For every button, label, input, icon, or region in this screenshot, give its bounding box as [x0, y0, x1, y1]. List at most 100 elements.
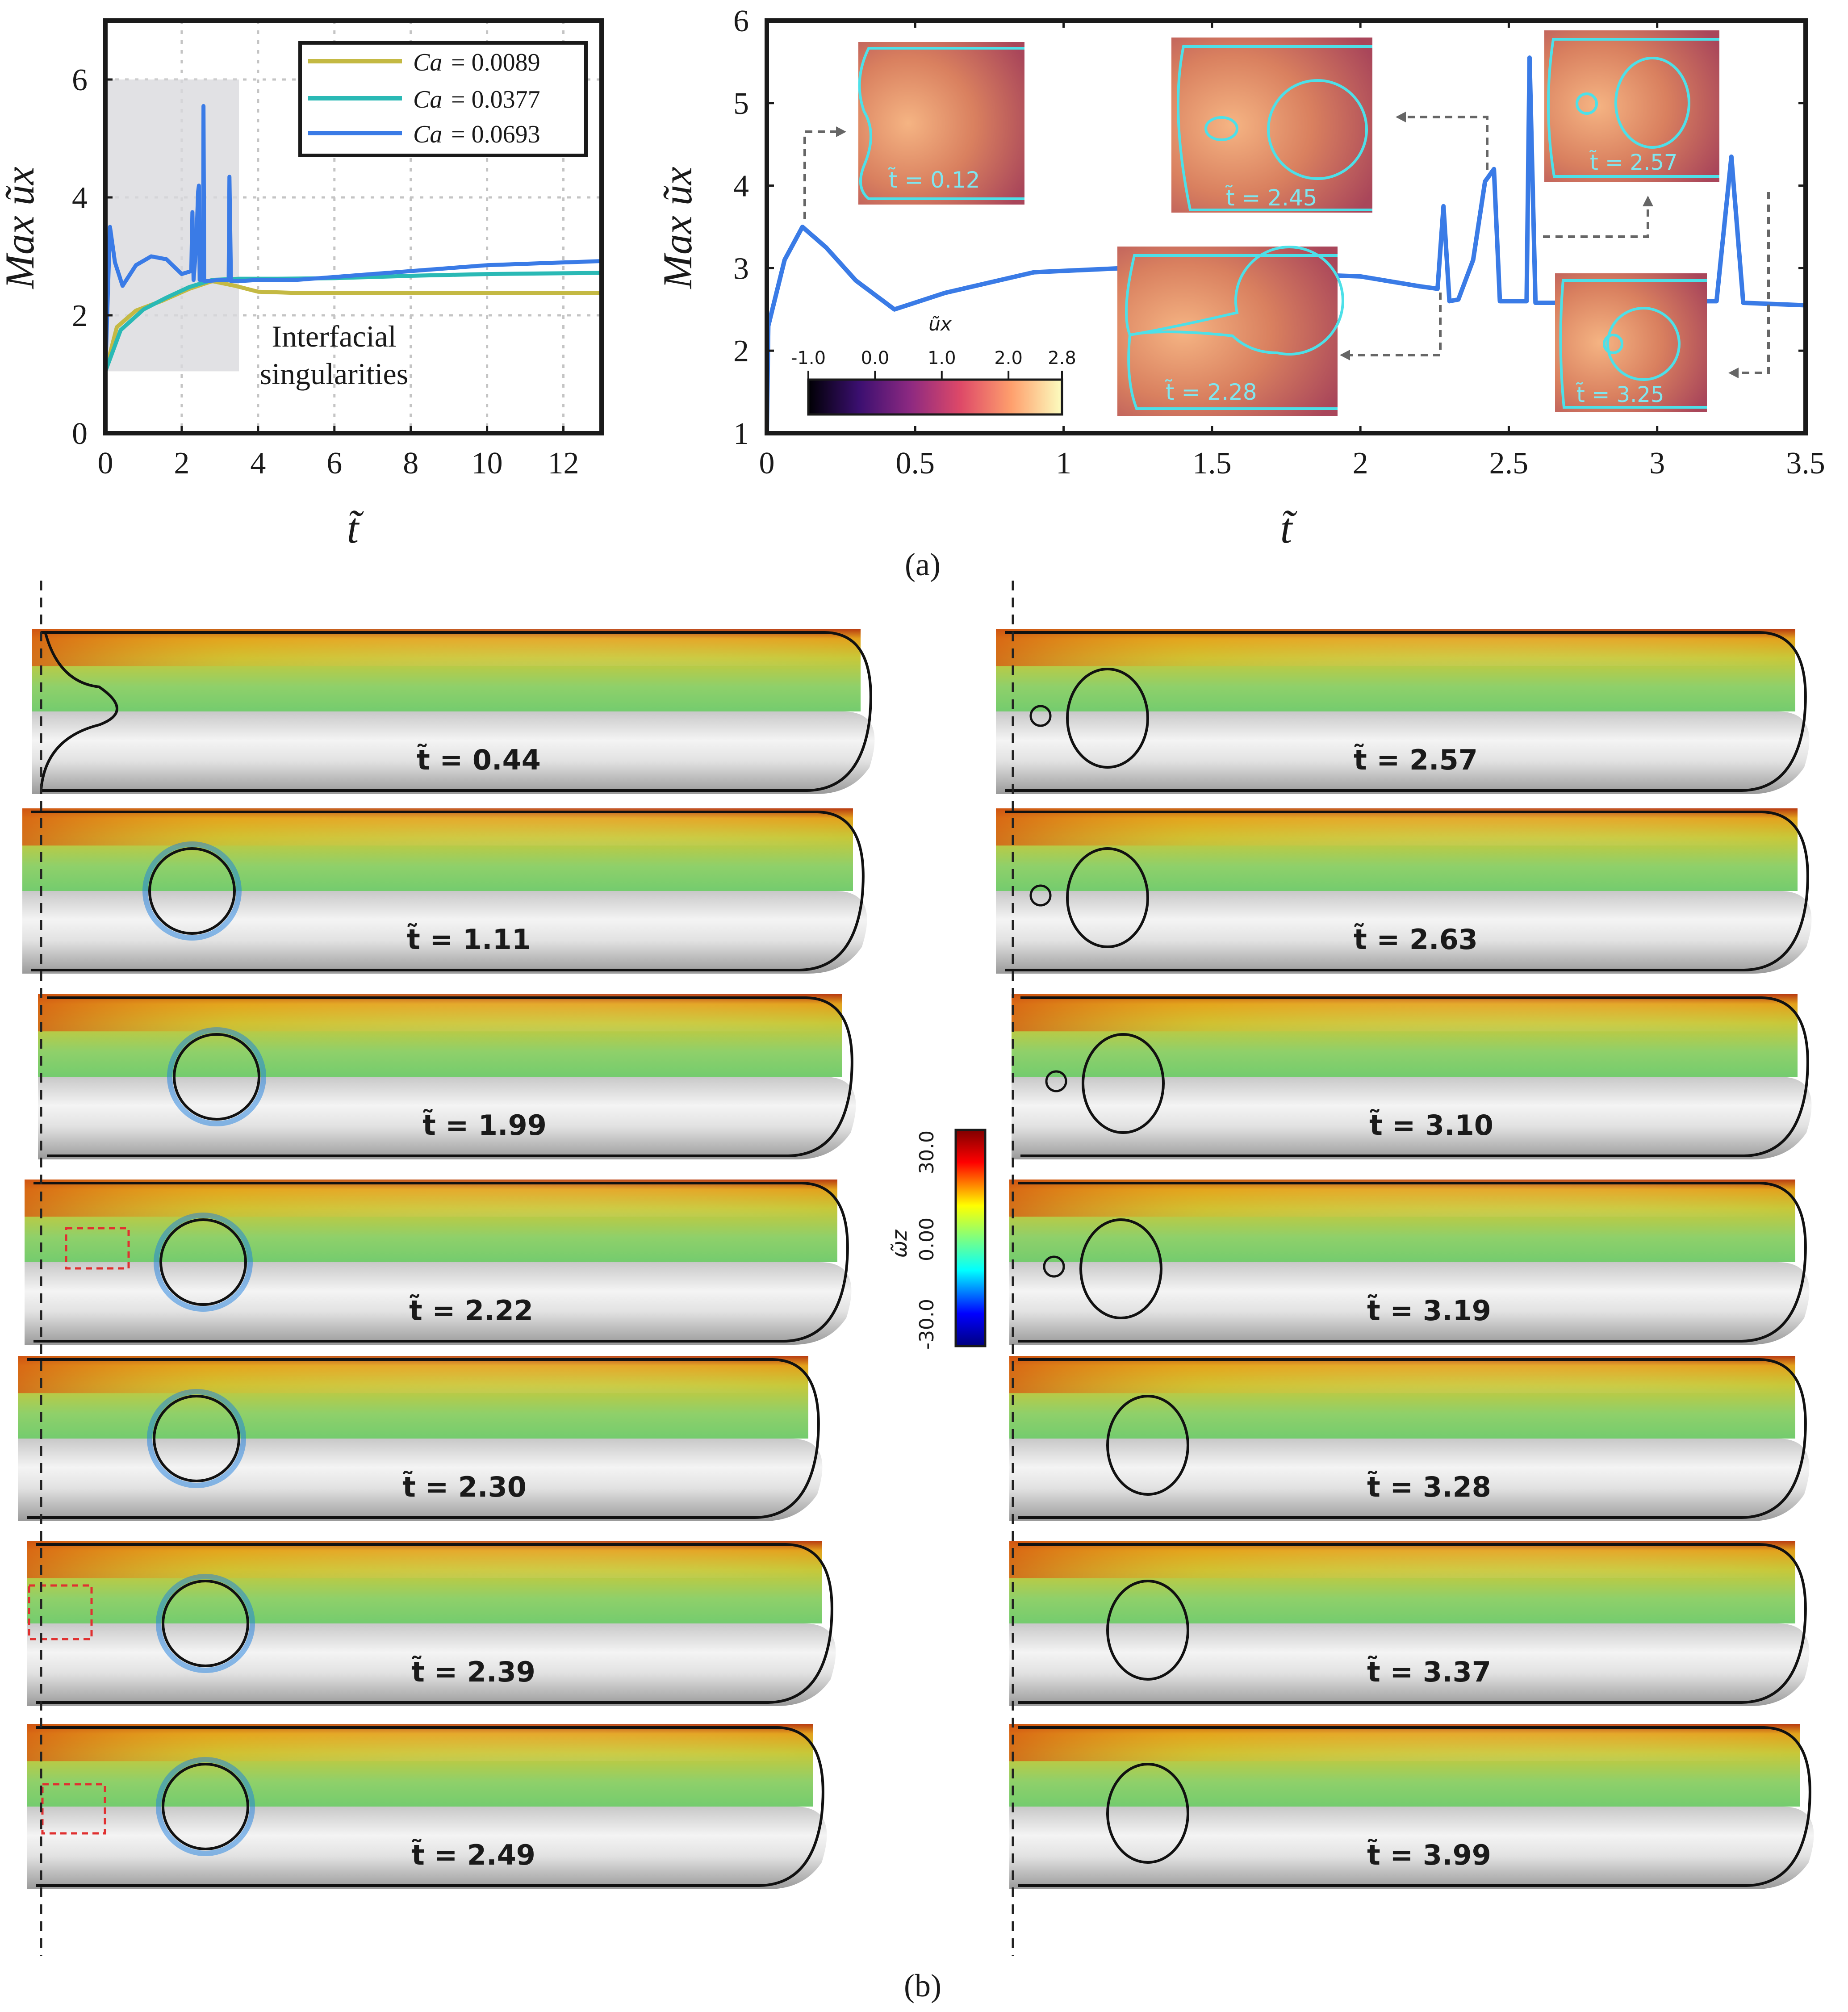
vorticity-shear — [27, 1724, 813, 1761]
legend-ca-1: Ca — [413, 49, 442, 76]
vorticity-shear — [996, 629, 1795, 666]
bubble-outline — [148, 847, 236, 935]
bubble-outline — [162, 1580, 249, 1667]
bubble-outline — [1066, 847, 1149, 948]
interface-outline — [1018, 1726, 1811, 1887]
plot-frame — [103, 18, 604, 435]
highlight-box — [28, 1584, 93, 1640]
taylor-bubble-3d — [1009, 1439, 1810, 1521]
vorticity-shear — [996, 808, 1798, 846]
snapshot-time-label: t̃ = 2.39 — [411, 1656, 535, 1688]
satellite-bubble — [1043, 1255, 1065, 1278]
colorbar-tick-mid: 0.00 — [916, 1217, 938, 1261]
interface-curve — [858, 47, 1024, 200]
satellite-bubble — [1204, 116, 1238, 141]
taylor-bubble-3d — [38, 1077, 856, 1159]
y-tick-label: 4 — [72, 181, 88, 215]
snapshot-time-label: t̃ = 1.11 — [407, 923, 531, 956]
chart-a-right: 0 0.5 1 1.5 2 2.5 3 3.5 1 2 3 4 5 6 Max ũx t̃ t̃ = 0… — [655, 4, 1825, 552]
inset-label: t̃ = 2.57 — [1589, 150, 1678, 175]
y-tick-label: 4 — [733, 169, 749, 204]
colorbar-tick-label: 2.8 — [1048, 348, 1076, 368]
snapshot-time-label: t̃ = 2.63 — [1354, 923, 1478, 956]
bubble-outline — [1066, 668, 1149, 769]
arrowhead — [836, 126, 846, 137]
y-axis-label: Max ũx — [655, 167, 700, 289]
snapshot-time-label: t̃ = 0.44 — [417, 744, 541, 776]
x-tick-label: 4 — [250, 446, 266, 481]
taylor-bubble-3d — [996, 711, 1810, 794]
vortex-ring — [167, 1027, 266, 1126]
interface-outline — [41, 631, 872, 792]
bubble-outline — [1079, 1218, 1162, 1319]
inset-label: t̃ = 2.45 — [1225, 185, 1317, 211]
colorbar-ticks: -1.0 0.0 1.0 2.0 2.8 — [791, 348, 1076, 380]
taylor-bubble-3d — [18, 1439, 823, 1521]
vortex-ring — [154, 1213, 253, 1312]
arrow-inset-0-12 — [803, 130, 840, 219]
interface-curve — [1547, 38, 1719, 178]
satellite-bubble — [1576, 92, 1598, 115]
colorbar-ux: ũx -1.0 0.0 1.0 2.0 2.8 — [791, 313, 1076, 416]
interface-outline — [27, 1358, 820, 1519]
colorbar-tick-label: 0.0 — [861, 348, 890, 368]
bubble-outline — [159, 1218, 247, 1306]
interface-curve — [1177, 45, 1372, 211]
inset-image — [1171, 38, 1372, 213]
bubble-outline — [1106, 1763, 1189, 1864]
inset-2-28: t̃ = 2.28 — [1117, 246, 1344, 416]
snapshot-left-3: t̃ = 1.99 — [38, 994, 856, 1159]
inset-2-45: t̃ = 2.45 — [1171, 38, 1372, 213]
x-tick-label: 12 — [548, 446, 579, 481]
vortex-ring — [147, 1389, 246, 1488]
interface-outline — [36, 1543, 833, 1704]
arrow-inset-2-45 — [1402, 116, 1488, 170]
bubble — [1267, 79, 1368, 180]
bubble-outline — [1106, 1395, 1189, 1496]
x-tick-label: 0 — [98, 446, 113, 481]
legend: Ca = 0.0089 Ca = 0.0377 Ca = 0.0693 — [298, 41, 588, 157]
x-tick-label: 1 — [1056, 446, 1071, 481]
taylor-bubble-3d — [27, 1807, 827, 1889]
arrowhead — [1340, 350, 1350, 360]
inset-2-57: t̃ = 2.57 — [1544, 30, 1719, 182]
series-line-3 — [103, 104, 602, 372]
vorticity-shear — [27, 1541, 822, 1578]
colorbar-title: ω̃z — [887, 1230, 911, 1258]
bubble — [1606, 307, 1681, 381]
snapshot-time-label: t̃ = 3.28 — [1367, 1471, 1491, 1503]
highlight-box — [41, 1783, 106, 1835]
snapshot-right-3: t̃ = 3.10 — [1012, 994, 1812, 1159]
snapshot-left-7: t̃ = 2.49 — [27, 1724, 827, 1889]
snapshot-time-label: t̃ = 3.37 — [1367, 1656, 1491, 1688]
taylor-bubble-3d — [25, 1262, 852, 1345]
y-tick-label: 1 — [733, 417, 749, 451]
shade-label-line2: singularities — [260, 357, 408, 391]
y-tick-label: 2 — [733, 334, 749, 368]
colorbar-tick-top: 30.0 — [916, 1130, 938, 1174]
vortex-ring — [156, 1574, 255, 1673]
x-axis-label: t̃ — [347, 504, 364, 552]
interface-outline — [36, 1726, 824, 1887]
bubble-outline — [153, 1395, 240, 1482]
x-tick-label: 2 — [174, 446, 189, 481]
legend-ca-2: Ca — [413, 86, 442, 113]
interface-outline — [1020, 996, 1809, 1157]
interface-outline — [1018, 1358, 1807, 1519]
x-tick-label: 2 — [1353, 446, 1368, 481]
inset-3-25: t̃ = 3.25 — [1555, 273, 1707, 412]
inset-label: t̃ = 0.12 — [888, 167, 980, 193]
interface-outline — [47, 996, 853, 1157]
snapshot-right-7: t̃ = 3.99 — [1009, 1724, 1814, 1889]
arrowhead — [1396, 112, 1406, 122]
satellite-bubble — [1603, 334, 1623, 354]
y-tick-label: 0 — [72, 417, 88, 451]
taylor-bubble-3d — [996, 891, 1812, 974]
x-ticks: 0 0.5 1 1.5 2 2.5 3 3.5 — [759, 21, 1825, 481]
snapshot-left-1: t̃ = 0.44 — [32, 629, 875, 794]
vorticity-shear — [18, 1356, 808, 1393]
bubble-outline — [162, 1763, 249, 1850]
vorticity-shear — [32, 629, 861, 666]
bubble — [1614, 57, 1690, 149]
chart-a-left: 0 2 4 6 8 10 12 0 2 4 6 Interfacial singularities… — [0, 18, 604, 552]
